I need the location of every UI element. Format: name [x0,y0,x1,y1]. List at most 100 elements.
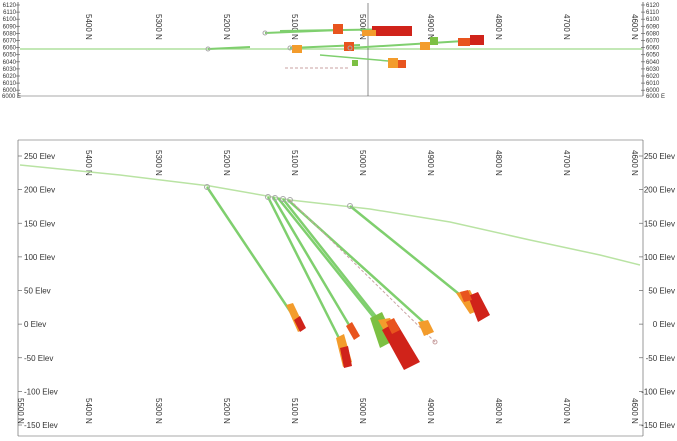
section-top-northing-label: 4900 N [426,150,435,176]
plan-collar-marker[interactable] [347,45,353,51]
plan-assay-block [292,45,302,53]
plan-collar-marker[interactable] [205,46,211,52]
section-elevation-labels-left: 250 Elev 200 Elev 150 Elev 100 Elev 50 Elev 0… [18,152,58,430]
plan-left-axis-label: 6040 [3,60,17,66]
plan-bottom-right-label: 6000 E [646,94,665,100]
plan-right-axis-label: 6010 [646,81,660,87]
plan-right-axis-label: 6060 [646,46,660,52]
section-top-northing-label: 4800 N [494,150,503,176]
section-hole-trace[interactable] [271,196,357,336]
plan-left-axis-label: 6070 [3,39,17,45]
section-view-panel[interactable]: 5400 N 5300 N 5200 N 5100 N 5000 N 4900 N 4800… [16,139,675,437]
plan-bottom-left-label: 6000 E [2,94,21,100]
section-bottom-northing-label: 5300 N [154,398,163,424]
section-collar-marker[interactable] [265,194,271,200]
plan-view-background [0,0,677,100]
section-collar-marker[interactable] [287,197,293,203]
plan-left-axis-label: 6030 [3,67,17,73]
plan-left-axis-label: 6060 [3,46,17,52]
plan-northing-label: 4700 N [562,14,571,40]
plan-right-axis-label: 6070 [646,39,660,45]
section-assay-interval [460,290,472,302]
plan-left-axis-label: 6050 [3,53,17,59]
section-top-northing-label: 5200 N [222,150,231,176]
plan-northing-label: 4800 N [494,14,503,40]
section-planned-end-marker [432,339,438,345]
plan-assay-block [470,35,484,45]
plan-northing-label: 5400 N [84,14,93,40]
section-hole-trace[interactable] [205,186,302,327]
section-elevation-label-right: 200 Elev [644,186,675,195]
plan-right-axis-label: 6020 [646,74,660,80]
plan-assay-block [458,38,470,46]
plan-right-axis-label: 6090 [646,24,660,30]
section-top-northing-labels: 5400 N 5300 N 5200 N 5100 N 5000 N 4900 N 4800… [84,150,639,176]
plan-northing-label: 4600 N [630,14,639,40]
section-elevation-label-left: 0 Elev [24,320,46,329]
section-collar-marker[interactable] [204,184,210,190]
section-top-northing-label: 5100 N [290,150,299,176]
section-bottom-northing-label: 4700 N [562,398,571,424]
plan-assay-block [398,60,406,68]
section-top-northing-label: 5400 N [84,150,93,176]
plan-right-axis-label: 6100 [646,17,660,23]
plan-right-axis-label: 6030 [646,67,660,73]
plan-northing-labels: 5400 N 5300 N 5200 N 5100 N 5000 N 4900 N 4800… [84,14,639,40]
section-assay-interval [386,318,400,334]
section-bottom-northing-label: 4800 N [494,398,503,424]
section-elevation-label-left: 50 Elev [24,287,51,296]
section-assay-interval [468,292,490,322]
plan-view-panel[interactable]: 6120611061006090608060706060605060406030… [0,0,677,100]
section-elevation-label-right: 50 Elev [648,287,675,296]
section-drillholes[interactable] [204,184,491,371]
section-elevation-label-right: 250 Elev [644,152,675,161]
plan-assay-block [372,26,412,36]
section-elevation-label-left: -150 Elev [24,421,58,430]
section-planned-hole[interactable] [289,199,436,343]
section-top-northing-label: 4600 N [630,150,639,176]
plan-left-axis-label: 6080 [3,31,17,37]
section-bottom-northing-label: 5000 N [358,398,367,424]
plan-right-axis-label: 6080 [646,31,660,37]
section-elevation-label-right: -100 Elev [641,387,675,396]
panel-gap [0,100,677,138]
section-hole-trace[interactable] [266,196,352,361]
section-assay-interval [346,322,360,340]
plan-assay-block [430,37,438,45]
section-collar-marker[interactable] [280,196,286,202]
section-elevation-labels-right: 250 Elev 200 Elev 150 Elev 100 Elev 50 Elev 0… [639,152,675,430]
section-elevation-label-left: -50 Elev [24,354,53,363]
plan-assay-block [352,60,358,66]
section-elevation-label-right: 0 Elev [653,320,675,329]
section-bottom-northing-labels: 5500 N 5400 N 5300 N 5200 N 5100 N 5000 N 4900… [16,398,639,424]
section-collar-marker[interactable] [347,203,353,209]
section-bottom-northing-label: 5100 N [290,398,299,424]
plan-northing-label: 5100 N [290,14,299,40]
plan-drillholes[interactable] [205,24,484,69]
section-bottom-northing-label: 4900 N [426,398,435,424]
plan-hole-trace[interactable] [207,46,251,50]
section-elevation-label-left: -100 Elev [24,387,58,396]
section-assay-interval [382,322,420,370]
section-bottom-northing-label: 5200 N [222,398,231,424]
plan-right-axis-label: 6040 [646,60,660,66]
plan-left-axis-label: 6110 [3,10,17,16]
section-collar-marker[interactable] [272,195,278,201]
plan-assay-block [362,30,376,36]
plan-northing-label: 5200 N [222,14,231,40]
plan-collar-marker[interactable] [287,45,293,51]
section-elevation-label-left: 200 Elev [24,186,55,195]
plan-northing-label: 4900 N [426,14,435,40]
section-elevation-label-left: 100 Elev [24,253,55,262]
plan-assay-block [420,42,430,50]
plan-collar-marker[interactable] [262,30,268,36]
plan-hole-trace[interactable] [319,54,401,63]
section-bottom-northing-label: 5500 N [16,398,25,424]
plan-right-axis-label: 6050 [646,53,660,59]
section-top-northing-label: 4700 N [562,150,571,176]
section-assay-interval [340,346,352,368]
